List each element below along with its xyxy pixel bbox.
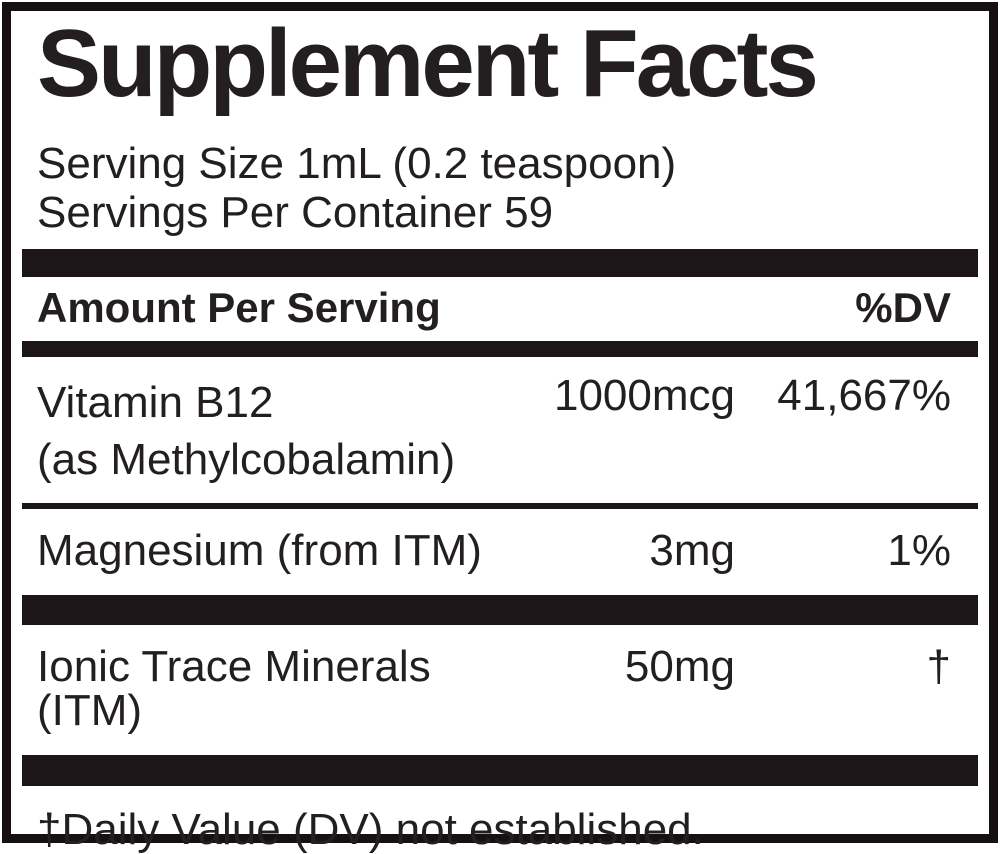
nutrient-amount: 3mg <box>649 525 735 575</box>
nutrient-name: Magnesium (from ITM) <box>37 525 482 575</box>
column-header-row: Amount Per Serving %DV <box>37 277 963 341</box>
daily-value-footnote: †Daily Value (DV) not established. <box>37 804 704 854</box>
divider-medium-below-header <box>22 340 978 357</box>
serving-size-text: Serving Size 1mL (0.2 teaspoon) <box>37 138 677 188</box>
panel-title: Supplement Facts <box>37 10 819 117</box>
nutrient-row-ionic-trace-minerals: Ionic Trace Minerals (ITM) 50mg † <box>37 625 963 755</box>
nutrient-amount: 50mg <box>624 641 735 691</box>
nutrient-dv: 41,667% <box>777 370 951 420</box>
nutrient-amount: 1000mcg <box>553 370 735 420</box>
nutrient-dv: † <box>926 641 951 691</box>
nutrient-name: Vitamin B12 <box>37 377 274 427</box>
nutrient-dv: 1% <box>887 525 951 575</box>
servings-per-container-text: Servings Per Container 59 <box>37 187 554 237</box>
divider-heavy-above-header <box>22 248 978 277</box>
amount-per-serving-label: Amount Per Serving <box>37 283 441 331</box>
divider-heavy-after-itm <box>22 754 978 786</box>
divider-thin-after-b12 <box>22 502 978 509</box>
serving-info: Serving Size 1mL (0.2 teaspoon) Servings… <box>37 139 963 237</box>
nutrient-row-magnesium: Magnesium (from ITM) 3mg 1% <box>37 509 963 595</box>
nutrient-name: Ionic Trace Minerals (ITM) <box>37 641 431 735</box>
nutrient-row-vitamin-b12: Vitamin B12 (as Methylcobalamin) 1000mcg… <box>37 357 963 503</box>
nutrient-subname: (as Methylcobalamin) <box>37 434 456 484</box>
divider-heavy-after-magnesium <box>22 594 978 625</box>
dv-column-label: %DV <box>855 283 951 331</box>
nutrient-name-cell: Vitamin B12 (as Methylcobalamin) <box>37 374 530 488</box>
